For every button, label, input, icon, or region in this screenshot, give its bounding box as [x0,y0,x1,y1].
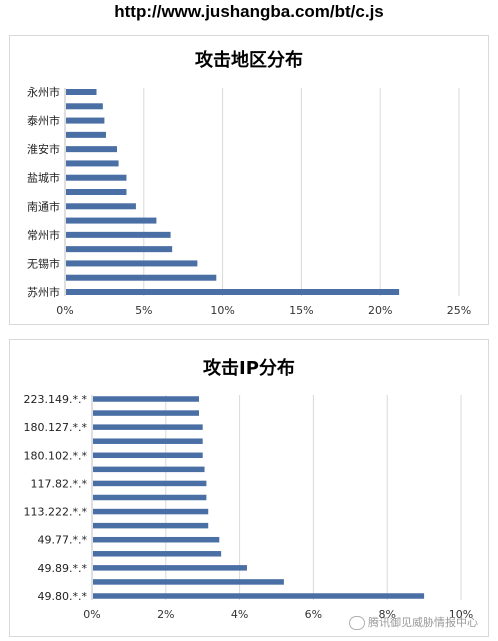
region-bar [66,103,103,109]
region-category-label: 泰州市 [27,114,60,128]
region-category-label: 盐城市 [27,171,60,185]
ip-chart-title: 攻击IP分布 [203,357,295,379]
region-bar [66,218,156,224]
ip-bar [93,453,203,459]
region-chart-title: 攻击地区分布 [195,49,303,71]
region-category-label: 常州市 [27,228,60,242]
region-bar-chart: 攻击地区分布 0% 5% 10% 15% 20% 25% 苏州市 无锡市 常州市 南通市 盐城市 淮安市… [10,36,488,324]
region-category-label: 苏州市 [27,285,60,299]
region-bar [66,289,399,295]
ip-category-label: 49.77.*.* [38,534,88,547]
ip-category-label: 180.127.*.* [24,421,88,434]
ip-bar [93,438,203,444]
ip-bar [93,509,208,515]
ip-bar [93,424,203,430]
region-x-tick-label: 10% [210,304,234,317]
region-chart-panel: 攻击地区分布 0% 5% 10% 15% 20% 25% 苏州市 无锡市 常州市 南通市 盐城市 淮安市… [9,35,489,325]
ip-bar [93,410,199,416]
region-bar [66,275,216,281]
ip-category-label: 117.82.*.* [31,477,88,490]
watermark: 腾讯御见威胁情报中心 [349,614,478,630]
region-category-label: 无锡市 [27,256,60,270]
region-x-tick-label: 5% [135,304,152,317]
region-category-label: 淮安市 [27,142,60,156]
ip-x-tick-label: 0% [83,608,100,621]
region-bar [66,160,119,166]
ip-bar [93,523,208,529]
region-bar [66,132,106,138]
region-category-label: 永州市 [27,85,60,99]
region-bar [66,89,97,95]
region-bar [66,146,117,152]
region-bar [66,246,172,252]
ip-bar [93,565,247,571]
ip-x-tick-label: 2% [157,608,174,621]
region-bar [66,260,197,266]
ip-x-tick-label: 4% [231,608,248,621]
ip-bar [93,551,221,557]
ip-category-label: 113.222.*.* [24,506,88,519]
ip-category-label: 223.149.*.* [24,393,88,406]
region-bar [66,189,126,195]
ip-bar [93,495,206,501]
ip-category-label: 49.89.*.* [38,562,88,575]
ip-category-label: 49.80.*.* [38,590,88,603]
ip-bar [93,467,205,473]
ip-bar [93,396,199,402]
region-bar [66,232,171,238]
ip-bar [93,593,424,599]
region-category-label: 南通市 [27,199,60,213]
region-x-tick-label: 15% [289,304,313,317]
region-bar [66,175,126,181]
ip-bar [93,481,206,487]
region-x-tick-label: 20% [368,304,392,317]
region-bar [66,118,104,124]
ip-bar [93,579,284,585]
ip-category-label: 180.102.*.* [24,449,88,462]
page-url: http://www.jushangba.com/bt/c.js [0,2,498,22]
watermark-text: 腾讯御见威胁情报中心 [368,616,478,629]
region-x-tick-label: 25% [447,304,471,317]
ip-bar [93,537,219,543]
ip-chart-panel: 攻击IP分布 0% 2% 4% 6% 8% 10% 49.80.*.* 49.89.*.* 49.… [9,339,489,637]
region-x-tick-label: 0% [56,304,73,317]
region-bar [66,203,136,209]
ip-x-tick-label: 6% [305,608,322,621]
wechat-logo-icon [349,616,365,630]
